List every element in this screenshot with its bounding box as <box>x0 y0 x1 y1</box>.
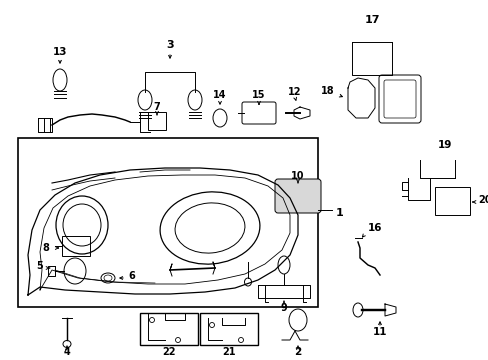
Text: 5: 5 <box>37 261 43 271</box>
Text: 14: 14 <box>213 90 226 100</box>
Text: 16: 16 <box>367 223 382 233</box>
Text: 22: 22 <box>162 347 175 357</box>
Text: 3: 3 <box>166 40 173 50</box>
Bar <box>434 187 469 215</box>
Text: 21: 21 <box>222 347 235 357</box>
Text: 20: 20 <box>477 195 488 205</box>
Text: 9: 9 <box>280 303 287 313</box>
FancyBboxPatch shape <box>274 179 320 213</box>
Bar <box>148 112 165 130</box>
Bar <box>62 236 90 256</box>
Text: 10: 10 <box>291 171 304 181</box>
Text: 18: 18 <box>321 86 334 96</box>
Bar <box>200 313 258 345</box>
Text: 4: 4 <box>63 347 70 357</box>
Text: 11: 11 <box>372 327 386 337</box>
Text: 1: 1 <box>335 208 343 218</box>
Text: 7: 7 <box>153 102 160 112</box>
Text: 2: 2 <box>294 347 301 357</box>
Bar <box>18 138 317 307</box>
Bar <box>140 313 198 345</box>
Text: 6: 6 <box>128 271 135 281</box>
Text: 12: 12 <box>287 87 301 97</box>
Text: 17: 17 <box>364 15 379 25</box>
Text: 13: 13 <box>53 47 67 57</box>
Text: 8: 8 <box>42 243 49 253</box>
Text: 19: 19 <box>437 140 451 150</box>
Text: 15: 15 <box>252 90 265 100</box>
